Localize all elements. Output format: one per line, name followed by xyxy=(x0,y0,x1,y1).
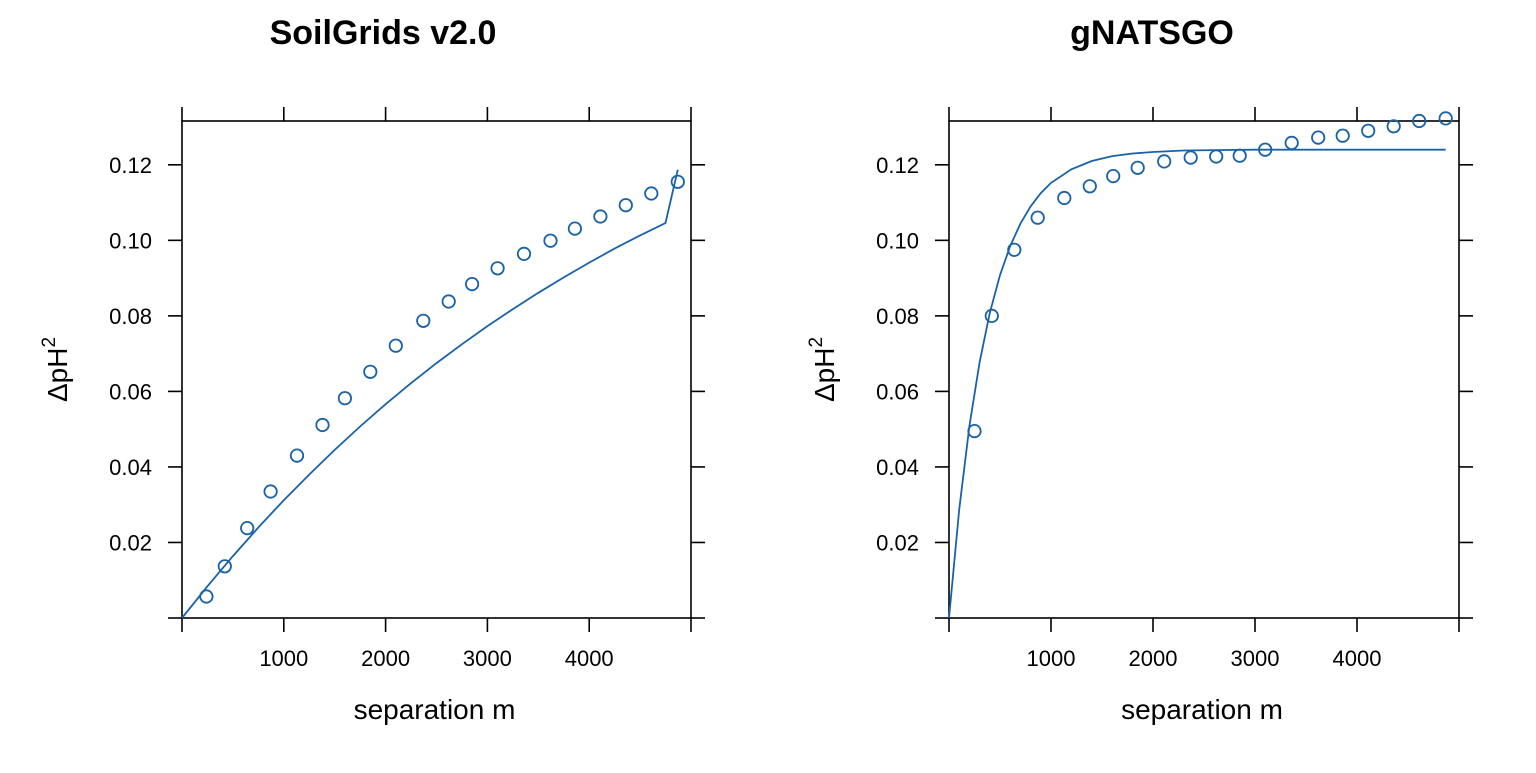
panel-1-variogram-point xyxy=(240,520,255,536)
panel-1-variogram-point xyxy=(618,198,633,213)
panel-1-x-axis-label: separation m xyxy=(354,694,516,725)
panel-1-variogram-point xyxy=(337,391,352,406)
panel-1-variogram-point xyxy=(490,261,505,276)
panel-1-variogram-point xyxy=(416,313,431,328)
panel-2-variogram-point xyxy=(1030,210,1045,225)
panel-1-variogram-point xyxy=(363,364,378,379)
panel-2-xtick-label: 4000 xyxy=(1333,646,1382,671)
panel-2-variogram-point xyxy=(984,308,999,323)
panel-2-group: gNATSGO 1000 2000 3000 4000 0.02 0.04 0.06 0.08 0… xyxy=(806,14,1473,725)
panel-2-variogram-point xyxy=(1311,130,1326,145)
panel-2-variogram-point xyxy=(1057,190,1072,206)
panel-2-variogram-point xyxy=(1284,135,1299,150)
panel-2-ytick-label: 0.02 xyxy=(876,530,919,555)
panel-1-plot-frame xyxy=(181,120,692,619)
panel-1-y-axis-label: ΔpH2 xyxy=(39,337,73,402)
panel-1-ytick-label: 0.10 xyxy=(109,228,152,253)
panel-1-ytick-label: 0.06 xyxy=(109,379,152,404)
panel-2-variogram-point xyxy=(1106,169,1121,184)
panel-2-y-axis-label-base: ΔpH xyxy=(809,348,840,403)
panel-2-variogram-point xyxy=(1183,150,1198,165)
panel-1-variogram-point xyxy=(315,417,330,433)
panel-2-title: gNATSGO xyxy=(1070,14,1234,52)
panel-2-plot-frame xyxy=(948,120,1460,619)
panel-1-variogram-point xyxy=(441,294,456,309)
panel-2-variogram-point xyxy=(1438,111,1453,126)
panel-1-variogram-point xyxy=(464,276,480,292)
panel-1-variogram-point xyxy=(263,484,278,499)
panel-2-variogram-point xyxy=(1130,160,1145,175)
panel-1-variogram-point xyxy=(289,448,305,463)
panel-2-x-axis-label: separation m xyxy=(1121,694,1283,725)
panel-1-variogram-point xyxy=(567,221,583,236)
panel-1-ytick-label: 0.08 xyxy=(109,304,152,329)
panel-2-variogram-point xyxy=(1232,148,1247,163)
panel-2-ytick-label: 0.12 xyxy=(876,153,919,178)
panel-1-y-axis-label-superscript: 2 xyxy=(39,337,60,348)
panel-2-variogram-point xyxy=(1361,123,1376,138)
panel-1-xtick-label: 2000 xyxy=(361,646,410,671)
panel-1-variogram-point xyxy=(388,338,403,353)
panel-1-title: SoilGrids v2.0 xyxy=(270,14,497,52)
panel-2-fitted-model-line xyxy=(948,148,1446,619)
panel-1-fitted-model-line xyxy=(181,169,679,619)
panel-1-ytick-label: 0.12 xyxy=(109,153,152,178)
panel-1-variogram-point xyxy=(543,233,558,248)
panel-2-xtick-label: 1000 xyxy=(1027,646,1076,671)
panel-1-ytick-label: 0.04 xyxy=(109,455,152,480)
panel-2-ytick-label: 0.10 xyxy=(876,228,919,253)
panel-2-variogram-point xyxy=(1082,179,1097,194)
panel-1-variogram-point xyxy=(593,209,608,224)
panel-1-variogram-point xyxy=(516,246,532,261)
panel-1-xtick-label: 3000 xyxy=(463,646,512,671)
panel-1-y-axis-label-base: ΔpH xyxy=(42,348,73,403)
panel-2-ytick-label: 0.04 xyxy=(876,455,919,480)
panel-2-xtick-label: 3000 xyxy=(1231,646,1280,671)
panel-2-y-axis-label-superscript: 2 xyxy=(806,337,827,348)
panel-2-xtick-label: 2000 xyxy=(1129,646,1178,671)
panel-2-variogram-point xyxy=(1335,128,1350,143)
panel-2-variogram-point xyxy=(1386,119,1401,134)
panel-2-variogram-point xyxy=(1209,149,1224,164)
panel-2-y-axis-label: ΔpH2 xyxy=(806,337,840,402)
panel-1-variogram-point xyxy=(644,186,659,201)
panel-1-group: SoilGrids v2.0 1000 2000 3000 4000 0.02 0.04 0.… xyxy=(39,14,705,725)
panel-1-xtick-label: 1000 xyxy=(259,646,308,671)
panel-1-ytick-label: 0.02 xyxy=(109,530,152,555)
panel-2-ytick-label: 0.06 xyxy=(876,379,919,404)
panel-1-xtick-label: 4000 xyxy=(565,646,614,671)
panel-1-variogram-point xyxy=(217,559,232,574)
panel-2-variogram-point xyxy=(1157,154,1172,169)
panel-2-variogram-point xyxy=(1412,113,1427,129)
panel-2-ytick-label: 0.08 xyxy=(876,304,919,329)
panel-1-variogram-point xyxy=(670,174,685,189)
